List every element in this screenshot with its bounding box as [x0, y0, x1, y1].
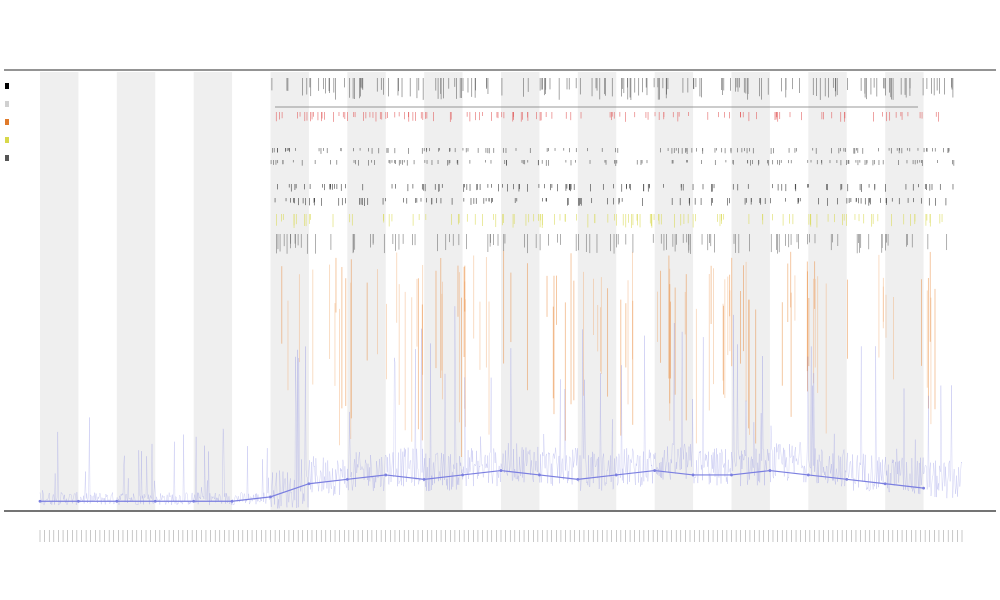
- data-point: [576, 477, 580, 481]
- data-point: [768, 469, 772, 472]
- legend-swatch: [5, 119, 9, 125]
- data-point: [538, 473, 541, 477]
- legend-swatch: [5, 101, 9, 107]
- data-point: [691, 473, 695, 477]
- shaded-band: [654, 72, 694, 510]
- data-point: [806, 473, 810, 477]
- shaded-band: [577, 72, 617, 510]
- shaded-band: [501, 72, 540, 510]
- shaded-band: [40, 72, 79, 510]
- shaded-band: [885, 72, 924, 510]
- data-point: [38, 499, 42, 503]
- data-point: [422, 477, 426, 481]
- data-point: [269, 495, 272, 499]
- shaded-band: [193, 72, 233, 510]
- legend-swatch: [5, 137, 9, 143]
- orange-marker-layer: [281, 250, 936, 458]
- shaded-band: [116, 72, 156, 510]
- legend-swatch: [5, 83, 9, 89]
- shaded-bands: [40, 72, 924, 510]
- shaded-band: [347, 72, 386, 510]
- shaded-band: [424, 72, 463, 510]
- data-point: [192, 499, 196, 503]
- series-layer: [38, 306, 963, 509]
- data-point: [730, 473, 733, 477]
- shaded-band: [731, 72, 770, 510]
- data-point: [384, 473, 388, 477]
- data-point: [614, 473, 618, 477]
- shaded-band: [270, 72, 309, 510]
- data-point: [230, 499, 234, 503]
- data-point: [922, 486, 925, 490]
- x-tick-labels: [39, 530, 963, 542]
- data-point: [115, 499, 119, 503]
- legend-swatch: [5, 155, 9, 161]
- series-line: [40, 469, 924, 502]
- legend: [5, 83, 9, 161]
- data-point: [153, 499, 157, 503]
- shaded-band: [808, 72, 847, 510]
- data-point: [653, 469, 657, 472]
- data-point: [883, 482, 887, 486]
- data-point: [461, 473, 464, 477]
- event-tick-rows: [270, 78, 955, 254]
- data-point: [499, 469, 503, 472]
- data-point: [845, 477, 849, 481]
- data-point: [345, 477, 349, 481]
- data-point: [307, 482, 311, 486]
- data-point: [77, 499, 80, 503]
- series-texture: [39, 306, 963, 509]
